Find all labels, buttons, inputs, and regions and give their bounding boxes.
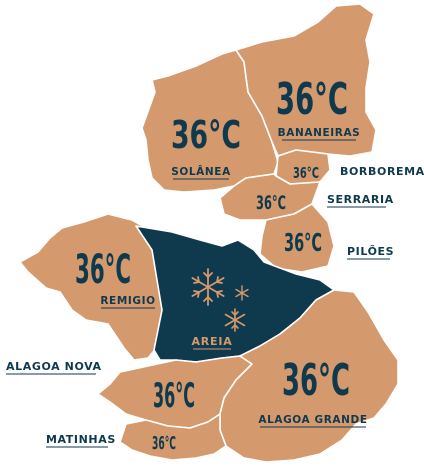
- region-matinhas[interactable]: [119, 413, 227, 461]
- alagoa-nova-temp: 36°C: [153, 376, 195, 416]
- solanea-label: SOLÂNEA: [171, 165, 231, 178]
- serraria-label: SERRARIA: [327, 193, 394, 206]
- piloes-label: PILÕES: [347, 245, 394, 258]
- bananeiras-label: BANANEIRAS: [278, 127, 361, 139]
- remigio-label: REMIGIO: [100, 295, 155, 307]
- snowflake-small-icon: [235, 285, 249, 301]
- areia-label: AREIA: [191, 335, 232, 348]
- region-bananeiras[interactable]: [235, 3, 377, 157]
- snowflake-medium-icon: [224, 308, 246, 332]
- alagoa-grande-label: ALAGOA GRANDE: [258, 414, 367, 426]
- matinhas-label: MATINHAS: [46, 433, 116, 446]
- alagoa-nova-label: ALAGOA NOVA: [6, 360, 102, 373]
- bananeiras-temp: 36°C: [276, 74, 348, 125]
- matinhas-temp: 36°C: [152, 433, 176, 454]
- piloes-temp: 36°C: [284, 228, 322, 257]
- serraria-temp: 36°C: [256, 192, 286, 214]
- borborema-temp: 36°C: [293, 164, 319, 182]
- region-remigio[interactable]: [19, 213, 163, 361]
- remigio-temp: 36°C: [75, 247, 131, 293]
- snowflake-icon: [191, 268, 225, 306]
- region-piloes[interactable]: [259, 203, 335, 273]
- alagoa-grande-temp: 36°C: [282, 355, 350, 406]
- solanea-temp: 36°C: [171, 113, 241, 157]
- borborema-label: BORBOREMA: [340, 165, 424, 178]
